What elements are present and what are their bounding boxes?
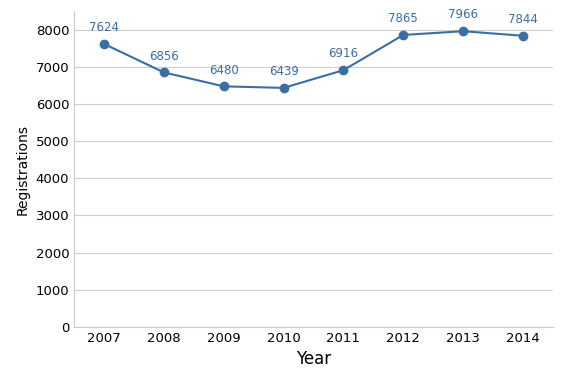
Text: 6856: 6856 bbox=[149, 50, 179, 63]
Text: 6480: 6480 bbox=[209, 63, 239, 77]
Y-axis label: Registrations: Registrations bbox=[16, 124, 30, 215]
Text: 6916: 6916 bbox=[328, 48, 359, 60]
Text: 7624: 7624 bbox=[89, 21, 119, 34]
Text: 7966: 7966 bbox=[448, 8, 478, 22]
Text: 6439: 6439 bbox=[268, 65, 299, 78]
Text: 7865: 7865 bbox=[388, 12, 418, 25]
X-axis label: Year: Year bbox=[296, 350, 331, 368]
Text: 7844: 7844 bbox=[508, 13, 538, 26]
